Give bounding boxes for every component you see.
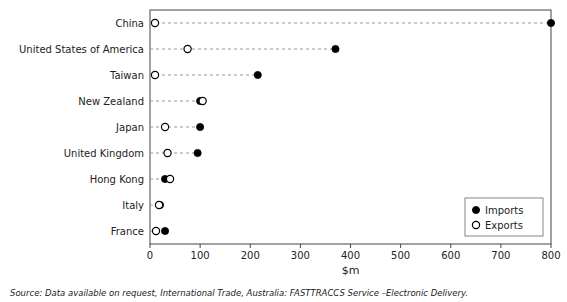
import-point xyxy=(254,71,261,78)
export-point xyxy=(151,71,158,78)
guide-line xyxy=(150,75,258,76)
x-tick-label: 100 xyxy=(191,250,210,261)
x-tick xyxy=(200,244,201,248)
export-point xyxy=(151,19,158,26)
x-tick-label: 500 xyxy=(391,250,410,261)
legend-marker xyxy=(472,221,479,228)
x-tick xyxy=(250,244,251,248)
guide-line xyxy=(150,153,198,154)
plot-frame xyxy=(150,10,551,244)
export-point xyxy=(161,123,168,130)
x-tick-label: 300 xyxy=(291,250,310,261)
y-tick-label: Italy xyxy=(122,200,144,211)
y-tick-label: Hong Kong xyxy=(90,174,144,185)
export-point xyxy=(155,201,162,208)
import-point xyxy=(197,123,204,130)
guide-line xyxy=(150,49,335,50)
x-tick xyxy=(450,244,451,248)
import-point xyxy=(161,227,168,234)
y-tick-label: China xyxy=(115,18,144,29)
legend: Imports Exports xyxy=(465,198,543,236)
import-point xyxy=(194,149,201,156)
x-tick xyxy=(150,244,151,248)
export-point xyxy=(184,45,191,52)
chart: 0 100 200 300 400 500 600 700 800 $m China United S… xyxy=(0,0,567,302)
y-tick-label: United States of America xyxy=(19,44,144,55)
export-point xyxy=(166,175,173,182)
legend-label: Imports xyxy=(485,205,523,216)
import-point xyxy=(547,19,554,26)
x-tick xyxy=(400,244,401,248)
x-tick xyxy=(300,244,301,248)
legend-label: Exports xyxy=(485,220,523,231)
legend-frame xyxy=(465,198,543,236)
x-axis-label: $m xyxy=(342,264,360,277)
export-point xyxy=(152,227,159,234)
x-tick-label: 200 xyxy=(241,250,260,261)
y-tick-label: Taiwan xyxy=(109,70,144,81)
guide-line xyxy=(150,101,203,102)
x-tick-label: 400 xyxy=(341,250,360,261)
y-tick-label: United Kingdom xyxy=(64,148,144,159)
export-point xyxy=(199,97,206,104)
export-point xyxy=(164,149,171,156)
x-tick xyxy=(350,244,351,248)
legend-marker xyxy=(472,206,479,213)
import-point xyxy=(332,45,339,52)
x-tick-label: 600 xyxy=(441,250,460,261)
y-tick-label: Japan xyxy=(115,122,144,133)
x-tick-label: 800 xyxy=(541,250,560,261)
y-tick-label: New Zealand xyxy=(78,96,144,107)
source-note: Source: Data available on request, Inter… xyxy=(10,288,468,298)
x-tick-label: 700 xyxy=(491,250,510,261)
guide-line xyxy=(150,127,200,128)
guide-line xyxy=(150,23,551,24)
y-tick-label: France xyxy=(111,226,144,237)
x-tick-label: 0 xyxy=(147,250,153,261)
x-tick xyxy=(551,244,552,248)
x-tick xyxy=(500,244,501,248)
